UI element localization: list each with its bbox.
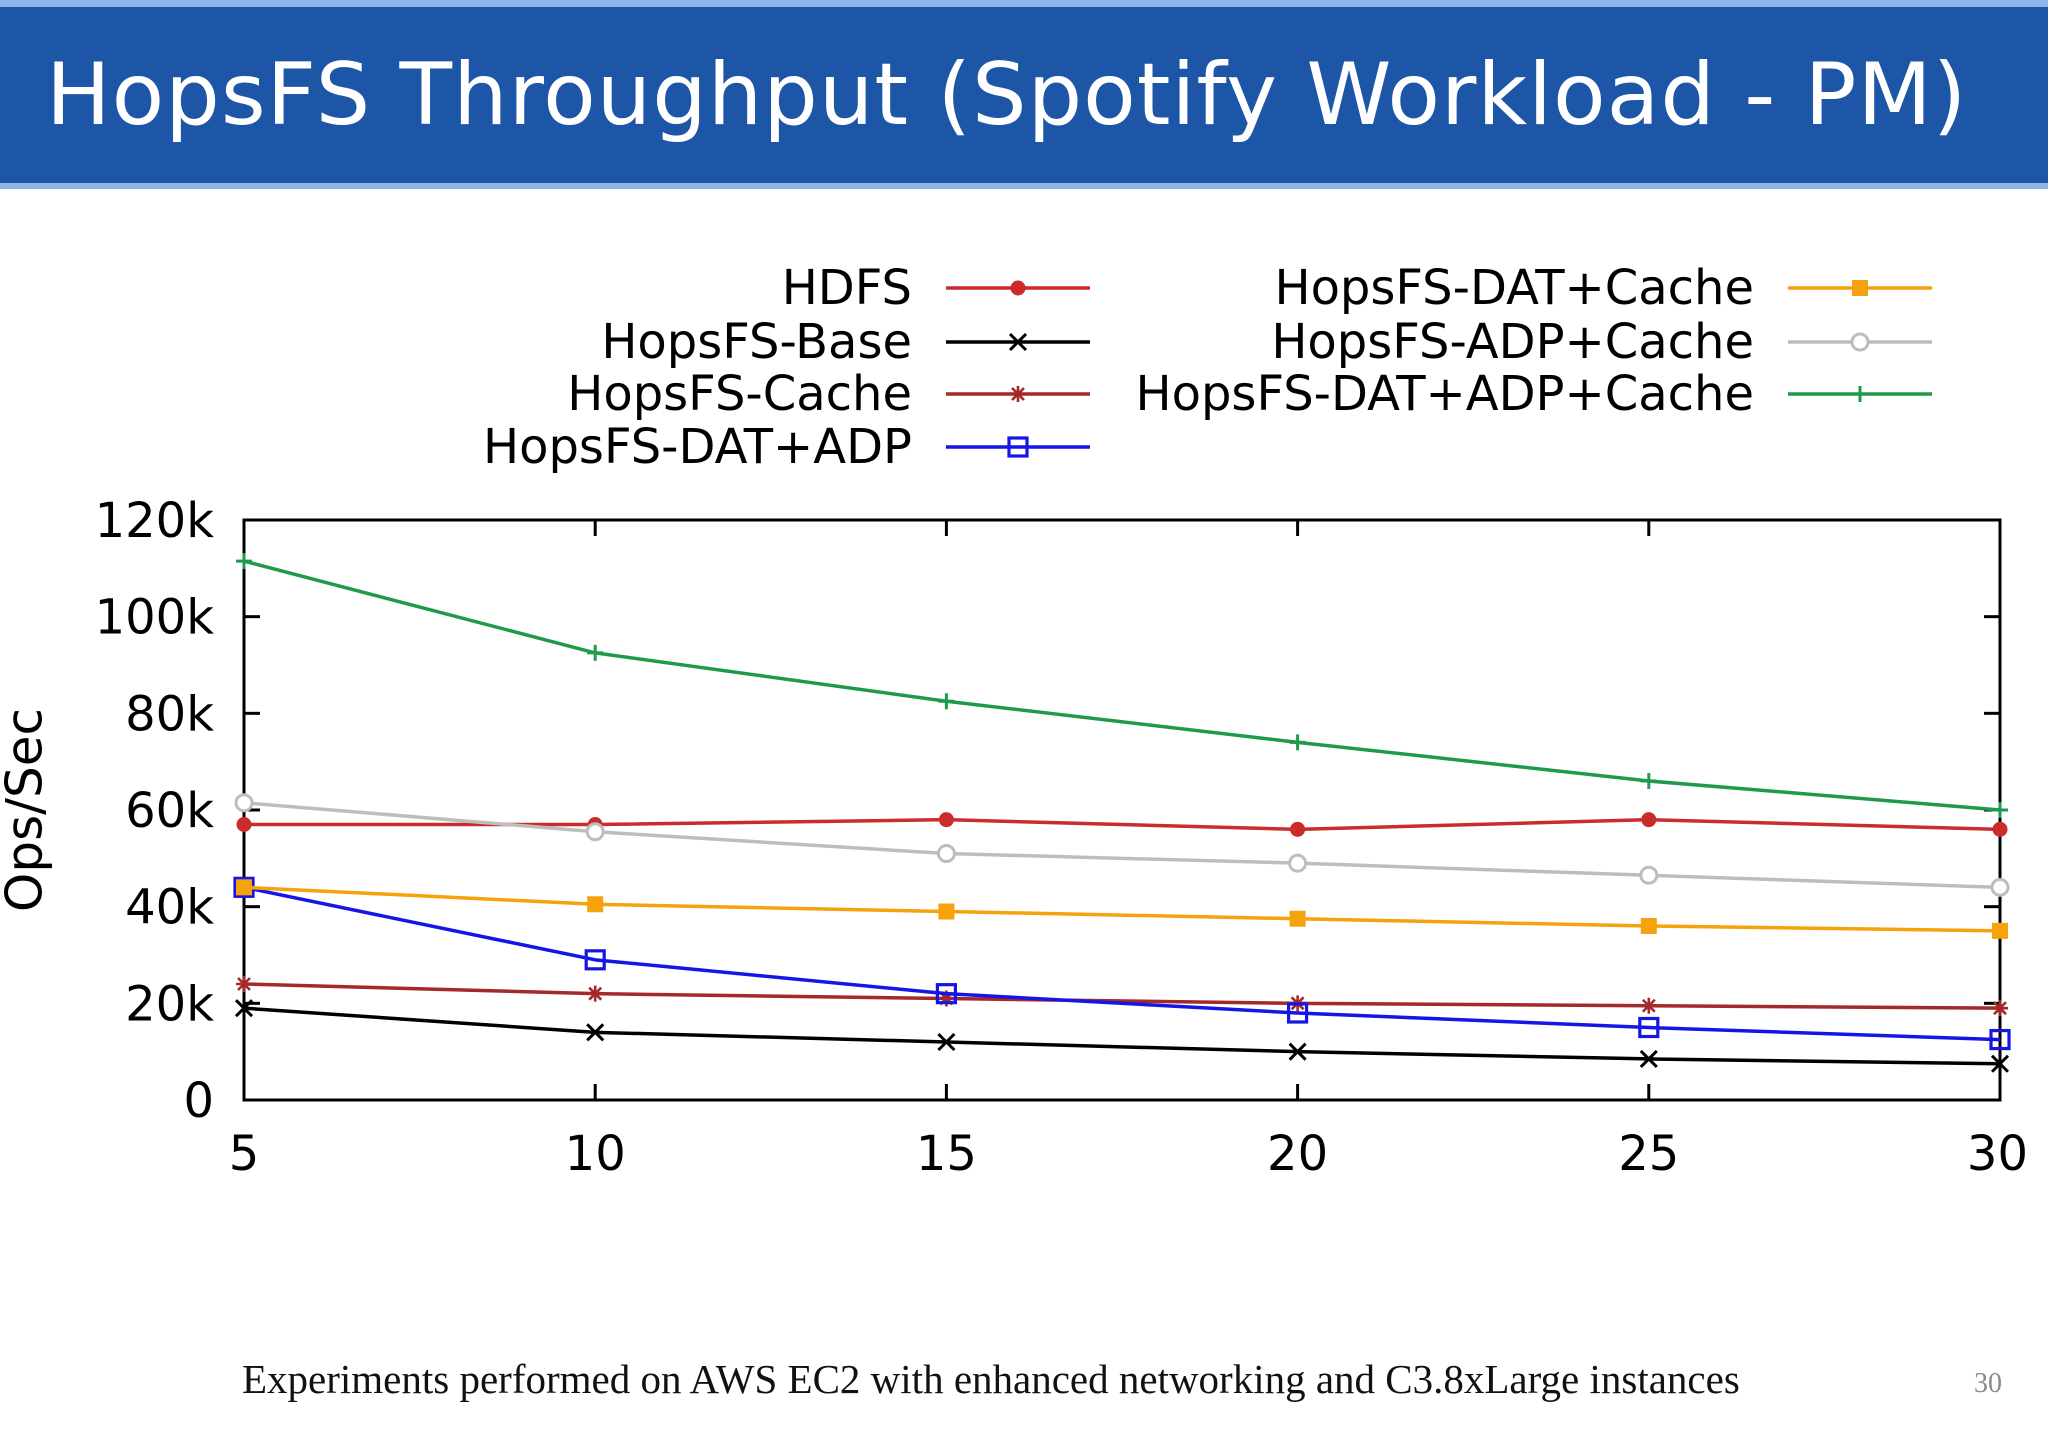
legend-marker (1852, 386, 1868, 402)
legend-marker (1007, 436, 1029, 458)
throughput-line-chart: HDFSHopsFS-BaseHopsFS-CacheHopsFS-DAT+AD… (0, 260, 2028, 1182)
y-tick-label: 80k (125, 686, 214, 742)
legend-label: HopsFS-DAT+ADP+Cache (1136, 366, 1755, 422)
title-bar: HopsFS Throughput (Spotify Workload - PM… (0, 7, 2048, 183)
legend-item-hopsfs-dat-adp-cache: HopsFS-DAT+ADP+Cache (1136, 366, 1932, 422)
chart-series (233, 553, 2011, 1073)
y-tick-label: 20k (125, 976, 214, 1032)
data-point (1638, 1016, 1660, 1039)
legend-label: HopsFS-DAT+Cache (1274, 260, 1754, 316)
data-point (1288, 1042, 1307, 1061)
legend-label: HopsFS-ADP+Cache (1271, 314, 1754, 370)
x-tick-label: 10 (565, 1126, 626, 1182)
legend-marker (1008, 332, 1028, 352)
data-point (585, 822, 605, 842)
y-tick-label: 0 (183, 1073, 214, 1129)
plot-frame (242, 518, 2002, 1102)
data-point (234, 999, 254, 1018)
data-point (1640, 773, 1657, 789)
y-tick-label: 40k (125, 880, 214, 936)
series-hopsfs-base (234, 999, 2010, 1073)
data-point (587, 644, 604, 661)
x-tick-label: 15 (916, 1126, 977, 1182)
data-point (936, 844, 956, 863)
data-point (586, 1023, 605, 1042)
series-hdfs (236, 812, 2008, 837)
legend-marker (1850, 332, 1870, 352)
data-point (1640, 997, 1657, 1014)
legend-marker (1010, 280, 1026, 296)
series-line (244, 817, 2001, 832)
y-tick-label: 120k (95, 493, 215, 549)
data-point (1639, 1049, 1658, 1068)
series-line (243, 885, 2001, 1042)
series-hopsfs-adp-cache (234, 793, 2010, 897)
data-point (1992, 1000, 2008, 1017)
y-tick-label: 100k (95, 590, 215, 646)
x-tick-label: 20 (1267, 1126, 1328, 1182)
data-point (1990, 1054, 2010, 1073)
footnote: Experiments performed on AWS EC2 with en… (242, 1356, 1740, 1402)
data-point (1989, 1028, 2011, 1051)
data-point (1992, 802, 2008, 818)
legend-item-hopsfs-cache: HopsFS-Cache (567, 366, 1090, 422)
data-point (1289, 910, 1306, 927)
legend-item-hopsfs-adp-cache: HopsFS-ADP+Cache (1271, 314, 1932, 370)
x-tick-label: 5 (229, 1126, 260, 1182)
chart-axes: 0 20k 40k 60k 80k 100k 120k 5 10 15 20 25 30 Ops/Sec (0, 493, 2028, 1182)
series-hopsfs-cache (236, 976, 2008, 1017)
series-line (243, 559, 2001, 812)
data-point (938, 693, 955, 710)
data-point (236, 817, 252, 832)
series-line (243, 1006, 2001, 1066)
legend-item-hopsfs-base: HopsFS-Base (601, 314, 1090, 370)
slide-title: HopsFS Throughput (Spotify Workload - PM… (46, 45, 1968, 145)
x-tick-label: 25 (1618, 1126, 1679, 1182)
series-hopsfs-dat-cache (236, 879, 2008, 939)
chart-legend: HDFSHopsFS-BaseHopsFS-CacheHopsFS-DAT+AD… (483, 260, 1932, 475)
legend-label: HopsFS-Base (601, 314, 912, 370)
legend-label: HopsFS-DAT+ADP (483, 419, 912, 475)
data-point (937, 1032, 956, 1052)
series-line (243, 982, 2001, 1010)
data-point (1286, 1002, 1309, 1024)
data-point (1288, 853, 1308, 873)
data-point (587, 985, 604, 1002)
title-top-line (0, 0, 2048, 7)
legend-label: HopsFS-Cache (567, 366, 912, 422)
data-point (1992, 821, 2008, 837)
x-tick-label: 30 (1967, 1126, 2028, 1182)
data-point (938, 903, 955, 920)
data-point (938, 812, 954, 828)
series-hopsfs-dat-adp-cache (236, 553, 2008, 818)
legend-item-hopsfs-dat-cache: HopsFS-DAT+Cache (1274, 260, 1932, 316)
data-point (584, 949, 606, 971)
title-underline (0, 183, 2048, 189)
page-number: 30 (1974, 1368, 2002, 1399)
data-point (587, 896, 604, 913)
data-point (1641, 812, 1657, 828)
y-tick-label: 60k (125, 783, 214, 839)
legend-marker (1010, 386, 1026, 402)
data-point (1990, 877, 2010, 897)
data-point (236, 976, 252, 992)
data-point (935, 983, 958, 1005)
data-point (1992, 922, 2008, 939)
data-point (234, 793, 254, 813)
data-point (1639, 865, 1659, 885)
series-line (243, 801, 2001, 890)
legend-marker (1852, 280, 1868, 296)
data-point (938, 990, 955, 1007)
data-point (236, 553, 252, 570)
data-point (1289, 734, 1306, 751)
y-axis-label: Ops/Sec (0, 708, 54, 912)
data-point (236, 879, 252, 896)
series-line (243, 885, 2001, 933)
legend-label: HDFS (782, 260, 912, 316)
data-point (1640, 918, 1657, 934)
legend-item-hdfs: HDFS (782, 260, 1090, 316)
data-point (1290, 821, 1306, 837)
legend-item-hopsfs-dat-adp: HopsFS-DAT+ADP (483, 419, 1090, 475)
series-hopsfs-dat-adp (233, 876, 2011, 1051)
